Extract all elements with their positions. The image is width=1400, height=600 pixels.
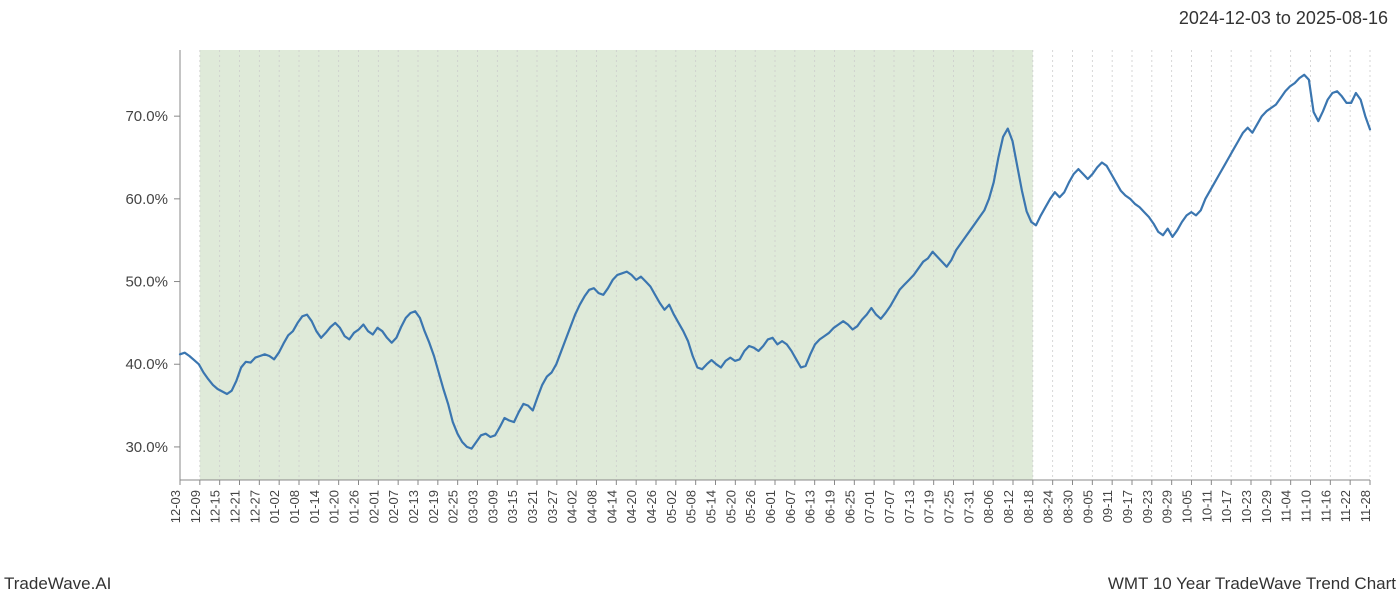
x-tick-label: 04-14	[604, 490, 619, 523]
chart-title: WMT 10 Year TradeWave Trend Chart	[1108, 574, 1396, 594]
x-tick-label: 06-19	[823, 490, 838, 523]
x-tick-label: 07-19	[922, 490, 937, 523]
x-tick-label: 07-07	[882, 490, 897, 523]
x-tick-label: 06-13	[803, 490, 818, 523]
x-tick-label: 06-01	[763, 490, 778, 523]
x-tick-label: 04-08	[585, 490, 600, 523]
x-tick-label: 09-29	[1160, 490, 1175, 523]
chart-container: 2024-12-03 to 2025-08-16 30.0%40.0%50.0%…	[0, 0, 1400, 600]
y-tick-label: 40.0%	[125, 356, 168, 373]
x-tick-label: 08-24	[1041, 490, 1056, 523]
x-tick-label: 02-01	[366, 490, 381, 523]
x-tick-label: 04-26	[644, 490, 659, 523]
y-tick-label: 30.0%	[125, 439, 168, 456]
x-tick-label: 08-30	[1061, 490, 1076, 523]
x-tick-label: 12-03	[168, 490, 183, 523]
x-tick-label: 02-25	[446, 490, 461, 523]
x-tick-label: 11-10	[1299, 490, 1314, 522]
y-tick-label: 70.0%	[125, 108, 168, 125]
x-tick-label: 09-23	[1140, 490, 1155, 523]
x-tick-label: 08-06	[981, 490, 996, 523]
x-tick-label: 05-08	[684, 490, 699, 523]
x-tick-label: 11-28	[1358, 490, 1373, 522]
brand-label: TradeWave.AI	[4, 574, 111, 594]
x-tick-label: 01-08	[287, 490, 302, 523]
x-tick-label: 09-05	[1080, 490, 1095, 523]
x-tick-label: 01-26	[347, 490, 362, 523]
x-tick-label: 01-14	[307, 490, 322, 523]
trend-chart-svg: 30.0% 40.0% 50.0% 60.0% 70.0% 12-03 12-09 12-15…	[0, 0, 1400, 600]
x-tick-label: 11-22	[1338, 490, 1353, 522]
x-tick-label: 12-27	[247, 490, 262, 523]
x-tick-label: 06-07	[783, 490, 798, 523]
x-tick-label: 11-16	[1318, 490, 1333, 522]
x-tick-label: 09-11	[1100, 490, 1115, 522]
x-tick-label: 04-02	[565, 490, 580, 523]
x-tick-label: 12-15	[208, 490, 223, 523]
x-tick-label: 08-12	[1001, 490, 1016, 523]
x-tick-label: 01-20	[327, 490, 342, 523]
x-tick-label: 11-04	[1279, 490, 1294, 522]
x-tick-label: 10-11	[1199, 490, 1214, 522]
x-tick-label: 09-17	[1120, 490, 1135, 523]
x-tick-label: 02-19	[426, 490, 441, 523]
x-tick-label: 12-09	[188, 490, 203, 523]
x-tick-label: 12-21	[228, 490, 243, 523]
x-tick-label: 07-01	[862, 490, 877, 523]
x-tick-label: 04-20	[624, 490, 639, 523]
y-tick-label: 50.0%	[125, 274, 168, 291]
x-tick-label: 01-02	[267, 490, 282, 523]
x-tick-label: 10-17	[1219, 490, 1234, 523]
x-tick-label: 07-31	[961, 490, 976, 523]
x-tick-label: 07-13	[902, 490, 917, 523]
x-tick-label: 05-26	[743, 490, 758, 523]
x-tick-label: 06-25	[842, 490, 857, 523]
x-tick-label: 03-03	[466, 490, 481, 523]
x-tick-label: 10-29	[1259, 490, 1274, 523]
x-tick-label: 03-27	[545, 490, 560, 523]
x-tick-label: 05-14	[704, 490, 719, 523]
x-tick-label: 05-20	[723, 490, 738, 523]
x-tick-label: 08-18	[1021, 490, 1036, 523]
x-tick-label: 10-23	[1239, 490, 1254, 523]
x-tick-label: 05-02	[664, 490, 679, 523]
x-tick-label: 03-09	[485, 490, 500, 523]
x-tick-label: 02-13	[406, 490, 421, 523]
y-tick-label: 60.0%	[125, 191, 168, 208]
x-tick-label: 02-07	[386, 490, 401, 523]
x-tick-label: 03-21	[525, 490, 540, 523]
x-tick-label: 03-15	[505, 490, 520, 523]
x-tick-label: 10-05	[1180, 490, 1195, 523]
x-tick-label: 07-25	[942, 490, 957, 523]
